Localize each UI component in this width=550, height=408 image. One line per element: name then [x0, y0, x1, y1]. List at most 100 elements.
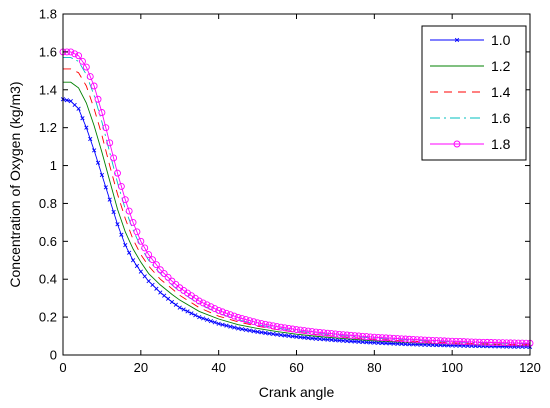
x-marker [185, 309, 190, 314]
x-marker [395, 341, 400, 346]
circle-marker [230, 312, 238, 320]
x-tick-label: 60 [289, 360, 303, 375]
circle-marker [468, 338, 476, 346]
circle-marker [285, 324, 293, 332]
circle-marker [405, 335, 413, 343]
circle-marker [211, 305, 219, 313]
circle-marker [370, 333, 378, 341]
circle-marker [374, 333, 382, 341]
circle-marker [300, 327, 308, 335]
circle-marker [491, 339, 499, 347]
x-marker [224, 323, 229, 328]
x-marker [391, 341, 396, 346]
circle-marker [254, 319, 262, 327]
circle-marker [522, 339, 530, 347]
x-marker [271, 331, 276, 337]
x-marker [193, 313, 198, 318]
circle-marker [316, 329, 324, 336]
x-tick-label: 0 [59, 360, 66, 375]
circle-marker [518, 339, 526, 347]
circle-marker [390, 334, 398, 342]
circle-marker [98, 109, 106, 116]
circle-marker [359, 332, 367, 340]
x-marker [239, 327, 245, 332]
legend-entry: 1.0 [430, 32, 511, 48]
circle-marker [331, 330, 339, 338]
circle-marker [246, 317, 254, 325]
legend-label: 1.6 [491, 110, 511, 126]
x-marker [267, 331, 272, 336]
x-marker [181, 307, 186, 312]
circle-marker [195, 297, 203, 305]
circle-marker [265, 321, 273, 329]
circle-marker [281, 324, 289, 332]
x-marker [197, 314, 202, 320]
circle-marker [421, 336, 429, 344]
x-marker [123, 243, 128, 248]
circle-marker [413, 336, 421, 344]
x-marker [243, 327, 249, 332]
legend-box [421, 25, 527, 161]
x-marker [454, 37, 460, 43]
circle-marker [117, 182, 125, 190]
circle-marker [219, 308, 227, 316]
x-marker [282, 333, 287, 338]
x-marker [290, 334, 295, 339]
circle-marker [71, 50, 79, 58]
series-1.0 [60, 97, 533, 349]
x-marker [317, 336, 322, 342]
x-marker [119, 232, 124, 237]
circle-marker [86, 73, 94, 80]
circle-marker [460, 338, 468, 346]
circle-marker [160, 270, 168, 277]
circle-marker [503, 339, 511, 347]
x-marker [84, 125, 89, 130]
circle-marker [289, 325, 297, 333]
circle-marker [464, 338, 472, 346]
circle-marker [308, 328, 316, 336]
circle-marker [125, 207, 133, 215]
y-axis-label: Concentration of Oxygen (kg/m3) [7, 81, 23, 287]
x-marker [313, 336, 319, 341]
circle-marker [94, 95, 102, 103]
circle-marker [293, 326, 300, 334]
circle-marker [355, 332, 363, 340]
circle-marker [409, 336, 417, 343]
x-marker [344, 338, 350, 344]
circle-marker [514, 339, 522, 347]
circle-marker [250, 318, 258, 326]
circle-marker [114, 169, 121, 177]
x-marker [169, 299, 175, 305]
x-tick-label: 100 [441, 360, 463, 375]
x-marker [387, 341, 393, 346]
circle-marker [102, 124, 110, 132]
x-marker [259, 330, 264, 335]
circle-marker [440, 337, 448, 345]
circle-marker [425, 336, 433, 344]
circle-marker [312, 328, 320, 336]
circle-marker [269, 322, 277, 330]
circle-marker [296, 326, 304, 334]
x-marker [173, 302, 178, 307]
x-marker [76, 106, 81, 111]
circle-marker [398, 335, 406, 343]
circle-marker [203, 301, 211, 309]
circle-marker [75, 52, 83, 60]
x-marker [309, 336, 315, 341]
circle-marker [378, 334, 386, 342]
circle-marker [499, 339, 507, 347]
circle-marker [133, 228, 141, 236]
ticks-layer: 0 20 40 60 80 100 12000.20.40.60.811.21.41.61.… [39, 7, 541, 376]
x-marker [154, 286, 159, 291]
circle-marker [242, 316, 250, 324]
x-axis-label: Crank angle [259, 384, 335, 400]
x-marker [286, 333, 291, 339]
x-marker [177, 305, 182, 310]
series-layer [59, 48, 534, 349]
y-tick-label: 1.6 [39, 44, 57, 59]
x-marker [399, 341, 404, 347]
x-marker [200, 316, 206, 321]
circle-marker [510, 339, 518, 347]
circle-marker [141, 244, 149, 252]
x-marker [103, 185, 108, 190]
